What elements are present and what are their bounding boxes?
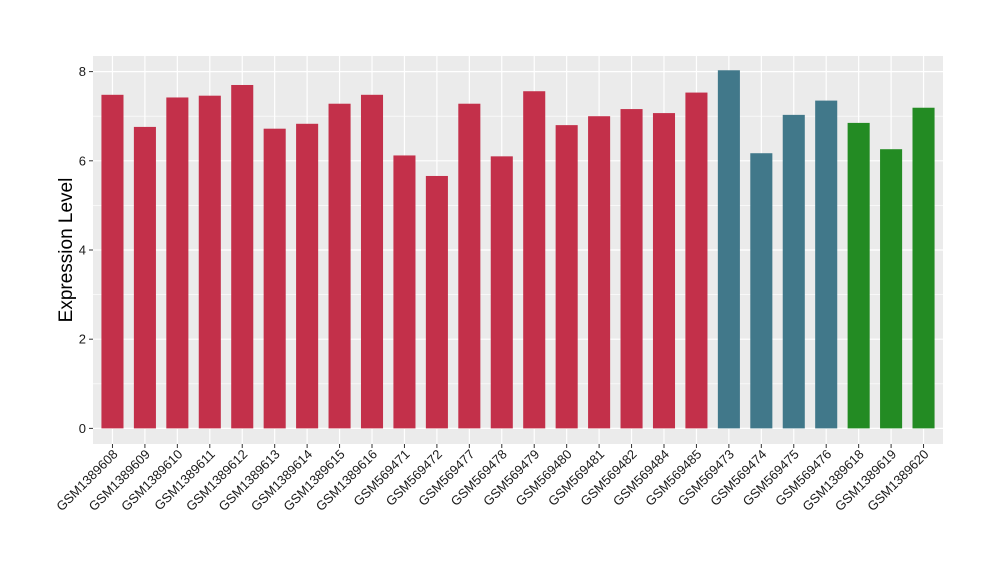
y-tick-label: 6 [79, 153, 86, 168]
y-tick-label: 2 [79, 332, 86, 347]
bar [588, 116, 611, 429]
bar [880, 149, 903, 429]
bar [263, 128, 286, 429]
bar [393, 155, 416, 429]
bar [555, 125, 578, 429]
bar [750, 153, 773, 429]
x-axis: GSM1389608GSM1389609GSM1389610GSM1389611… [53, 444, 932, 514]
bar [523, 91, 546, 429]
bar [815, 100, 838, 429]
bar [458, 103, 481, 429]
bars [101, 70, 935, 429]
bar [490, 156, 513, 429]
bar [231, 84, 254, 429]
y-tick-label: 4 [79, 243, 86, 258]
bar [782, 114, 805, 429]
bar [912, 107, 935, 429]
bar [166, 97, 189, 429]
y-axis-title: Expression Level [56, 178, 77, 323]
bar [101, 94, 124, 429]
bar [620, 109, 643, 429]
bar [717, 70, 740, 429]
y-axis: 0 2 4 6 8 [79, 64, 93, 436]
bar [425, 175, 448, 429]
bar [847, 122, 870, 429]
bar [685, 92, 708, 429]
bar [133, 126, 156, 429]
bar [328, 103, 351, 429]
bar [198, 95, 221, 429]
bar [652, 113, 676, 429]
y-tick-label: 0 [79, 421, 86, 436]
y-tick-label: 8 [79, 64, 86, 79]
bar [296, 123, 319, 429]
bar [360, 94, 384, 429]
